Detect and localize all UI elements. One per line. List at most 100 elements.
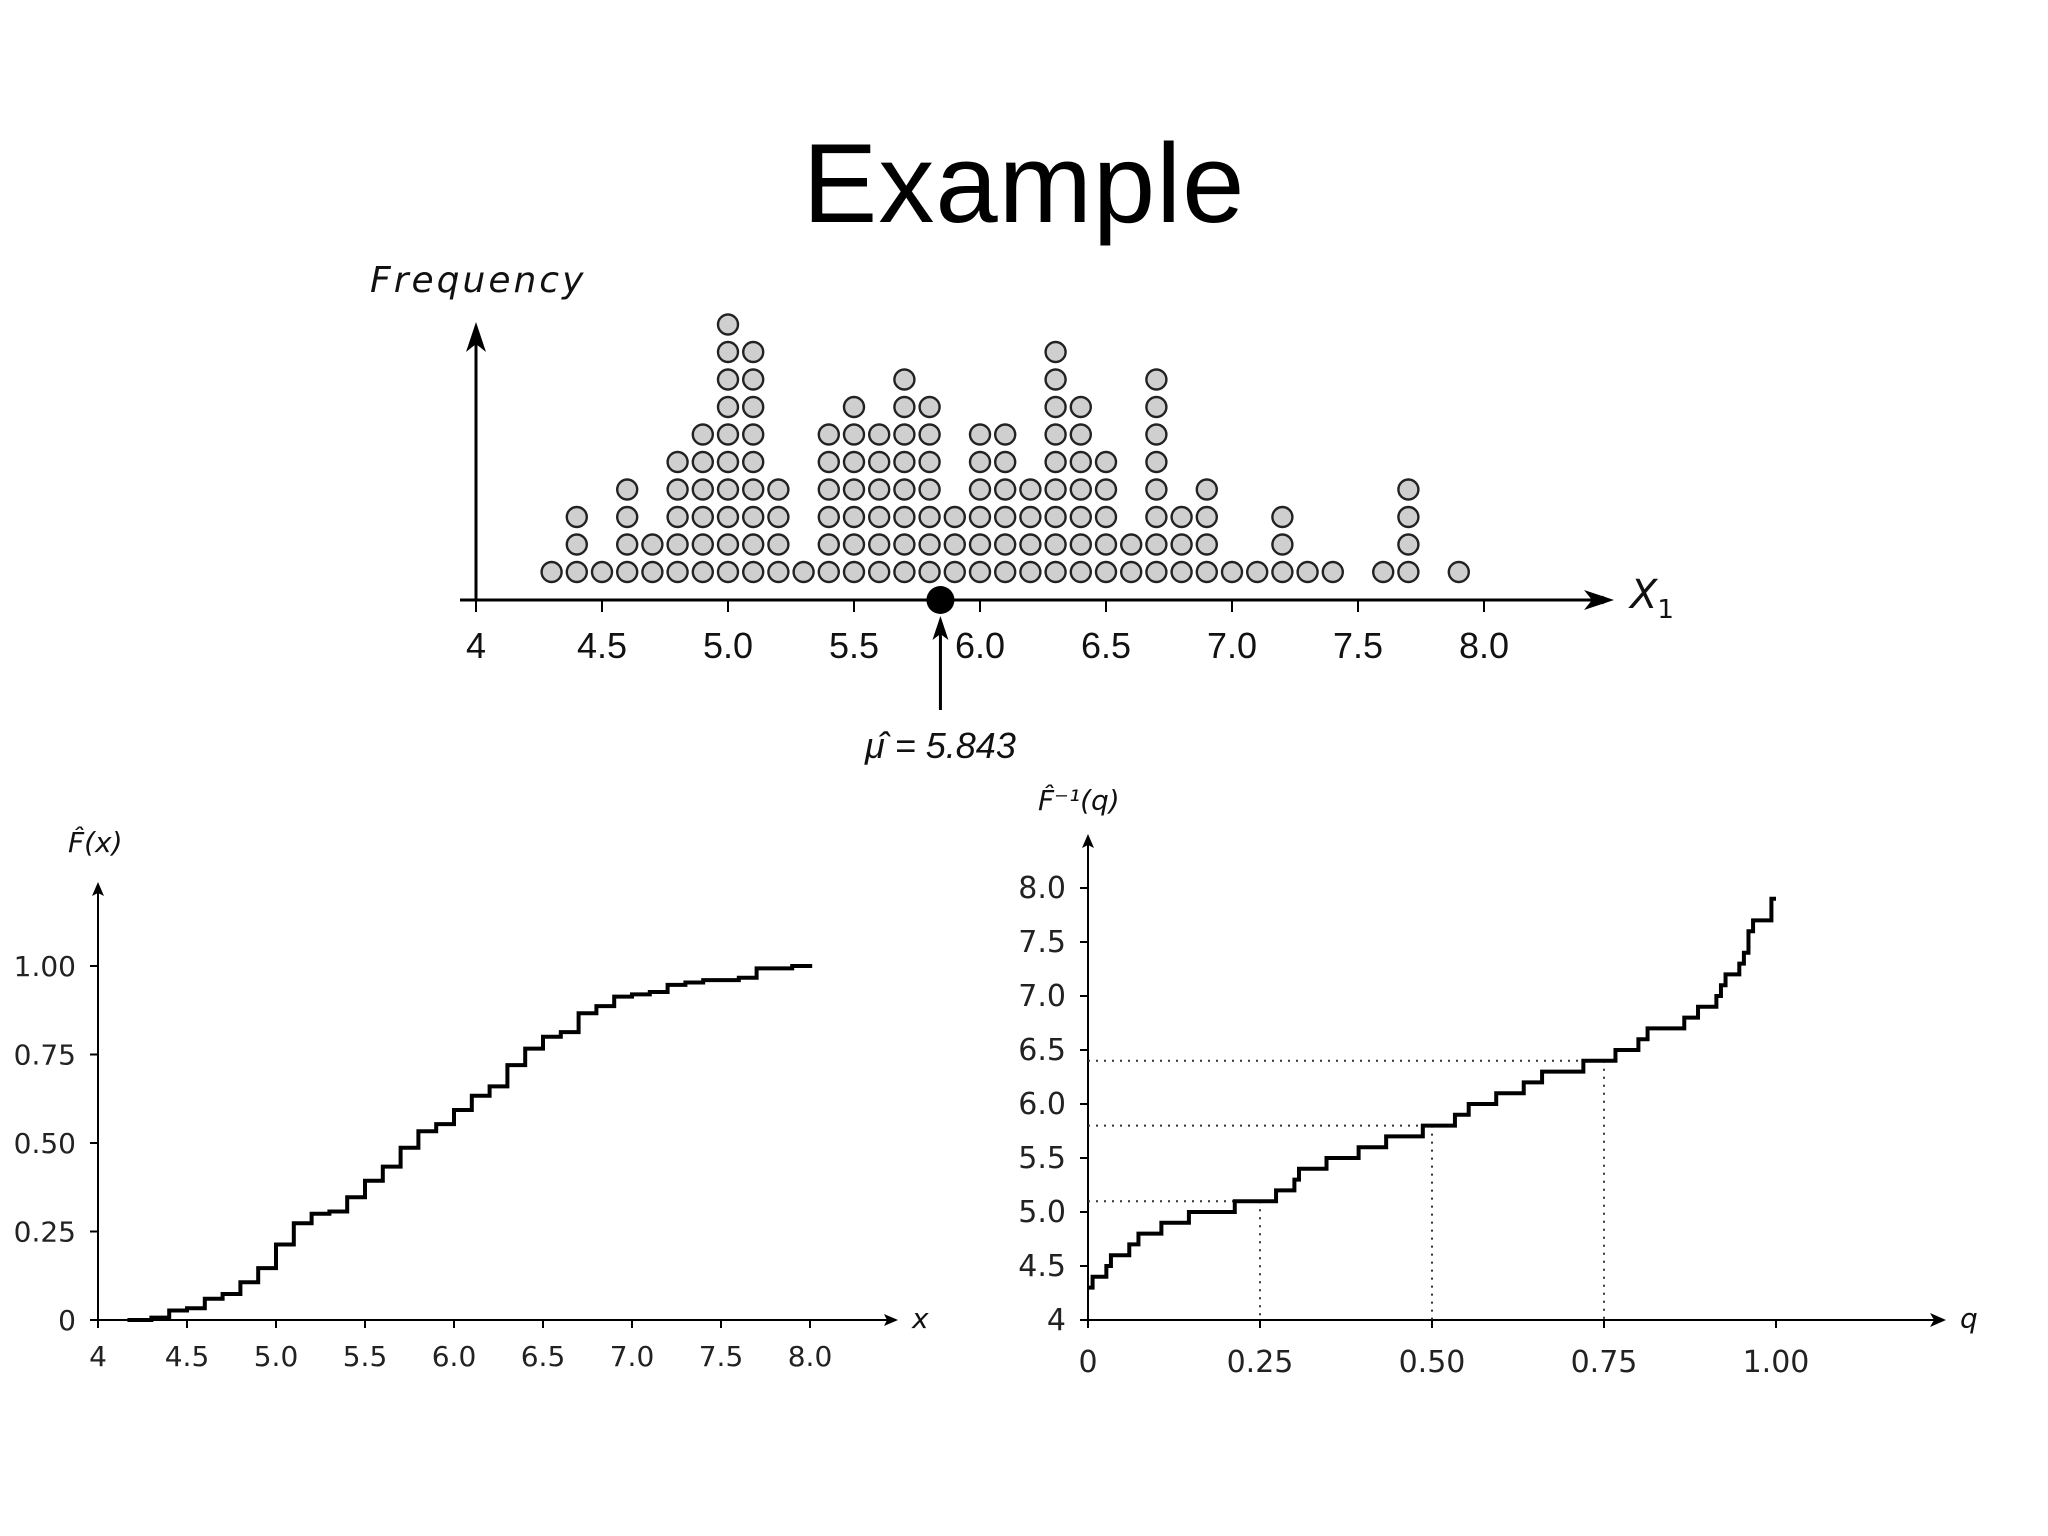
dot-plot-point — [842, 478, 866, 501]
dot-plot-point — [742, 340, 765, 364]
quantile-y-arrowhead — [1082, 834, 1094, 848]
dot-plot-point — [1044, 505, 1067, 529]
dot-plot-point — [540, 560, 563, 584]
dot-plot-point — [817, 478, 840, 501]
quantile-y-tick-label: 6.5 — [1018, 1033, 1066, 1068]
dot-plot-point — [691, 533, 714, 556]
dot-plot-point — [641, 560, 664, 584]
dot-plot-point — [918, 478, 941, 501]
dot-plot-point — [994, 560, 1017, 584]
dot-plot-point — [1069, 423, 1093, 446]
quantile-x-tick-label: 0.75 — [1571, 1345, 1638, 1380]
dot-plot-point — [767, 478, 790, 501]
dot-plot-point — [1145, 505, 1168, 529]
ecdf-step-line — [127, 964, 813, 1322]
dot-plot-point — [616, 478, 639, 501]
dot-plot-point — [742, 560, 765, 584]
dot-plot-x-tick-label: 7.0 — [1207, 625, 1257, 666]
dot-plot-point — [842, 533, 866, 556]
dot-plot-point — [616, 505, 639, 529]
dot-plot-point — [691, 560, 714, 584]
dot-plot-point — [1145, 395, 1168, 419]
quantile-y-label: F̂⁻¹(q) — [1038, 784, 1120, 817]
dot-plot-point — [868, 450, 891, 474]
dot-plot-point — [1296, 560, 1319, 584]
dot-plot-point — [1397, 478, 1420, 501]
dot-plot-point — [1271, 533, 1294, 556]
dot-plot-point — [968, 423, 992, 446]
dot-plot-point — [868, 560, 891, 584]
dot-plot-point — [1145, 450, 1168, 474]
ecdf-y-tick-label: 0.50 — [14, 1127, 76, 1160]
dot-plot-point — [1069, 560, 1093, 584]
dot-plot-point — [767, 560, 790, 584]
dot-plot-point — [1145, 560, 1168, 584]
dot-plot-point — [1119, 533, 1143, 556]
ecdf-x-tick-label: 5.0 — [254, 1340, 299, 1373]
dot-plot-point — [817, 423, 840, 446]
dot-plot-point — [1195, 560, 1219, 584]
dot-plot-point — [918, 395, 941, 419]
dot-plot-point — [1094, 450, 1118, 474]
dot-plot-x-label: X1 — [1628, 572, 1674, 625]
dot-plot-x-tick-label: 7.5 — [1333, 625, 1383, 666]
dot-plot-point — [716, 423, 740, 446]
dot-plot-point — [666, 505, 689, 529]
dot-plot-point — [994, 423, 1017, 446]
dot-plot-point — [1019, 560, 1042, 584]
ecdf-y-tick-label: 0 — [58, 1304, 76, 1337]
dot-plot-point — [1069, 395, 1093, 419]
dot-plot-point — [1044, 423, 1067, 446]
dot-plot-point — [893, 368, 916, 391]
dot-plot-point — [893, 450, 916, 474]
dot-plot-point — [893, 395, 916, 419]
dot-plot-point — [842, 450, 866, 474]
quantile-x-arrowhead — [1930, 1313, 1946, 1327]
quantile-y-tick-label: 6.0 — [1018, 1087, 1066, 1122]
ecdf-x-tick-label: 4.5 — [165, 1340, 210, 1373]
dot-plot-point — [1094, 478, 1118, 501]
dot-plot-point — [1145, 368, 1168, 391]
ecdf-x-tick-label: 6.0 — [432, 1340, 477, 1373]
dot-plot-point — [1044, 533, 1067, 556]
dot-plot-point — [1044, 340, 1067, 364]
ecdf-chart: F̂(x) x 4 4.5 5.0 5.5 6.0 6.5 7.0 7.5 8.0 0 0.25 0.… — [14, 826, 929, 1373]
dot-plot-point — [1094, 533, 1118, 556]
dot-plot-point — [1145, 533, 1168, 556]
dot-plot-point — [918, 450, 941, 474]
dot-plot-point — [1195, 533, 1219, 556]
quantile-chart: F̂⁻¹(q) q 0 0.25 0.50 0.75 1.00 4 4.5 5.0 5.5 6.0… — [1018, 784, 1978, 1380]
dot-plot-point — [1069, 505, 1093, 529]
ecdf-y-arrowhead — [92, 882, 104, 896]
dot-plot-point — [893, 505, 916, 529]
dot-plot-point — [691, 505, 714, 529]
dot-plot-point — [565, 533, 588, 556]
dot-plot-point — [742, 395, 765, 419]
dot-plot-point — [616, 560, 639, 584]
dot-plot-point — [943, 560, 966, 584]
dot-plot-point — [767, 533, 790, 556]
dot-plot-point — [868, 423, 891, 446]
dot-plot-point — [893, 478, 916, 501]
dot-plot-point — [893, 423, 916, 446]
dot-plot-point — [1220, 560, 1244, 584]
dot-plot-point — [1094, 560, 1118, 584]
ecdf-x-tick-label: 7.5 — [699, 1340, 744, 1373]
dot-plot-point — [1245, 560, 1269, 584]
quantile-x-tick-label: 0.25 — [1227, 1345, 1294, 1380]
dot-plot-point — [968, 533, 992, 556]
dot-plot-point — [842, 395, 866, 419]
ecdf-y-tick-label: 1.00 — [14, 950, 76, 983]
quantile-y-tick-label: 4 — [1047, 1303, 1066, 1338]
dot-plot-point — [1397, 560, 1420, 584]
dot-plot-point — [994, 478, 1017, 501]
dot-plot-point — [968, 560, 992, 584]
dot-plot-point — [1170, 505, 1193, 529]
mean-marker — [926, 586, 955, 614]
dot-plot-point — [1069, 450, 1093, 474]
quantile-y-tick-label: 4.5 — [1018, 1249, 1066, 1284]
dot-plot-point — [716, 368, 740, 391]
dot-plot-point — [716, 505, 740, 529]
dot-plot-x-tick-label: 4 — [466, 625, 486, 666]
dot-plot-point — [1321, 560, 1345, 584]
